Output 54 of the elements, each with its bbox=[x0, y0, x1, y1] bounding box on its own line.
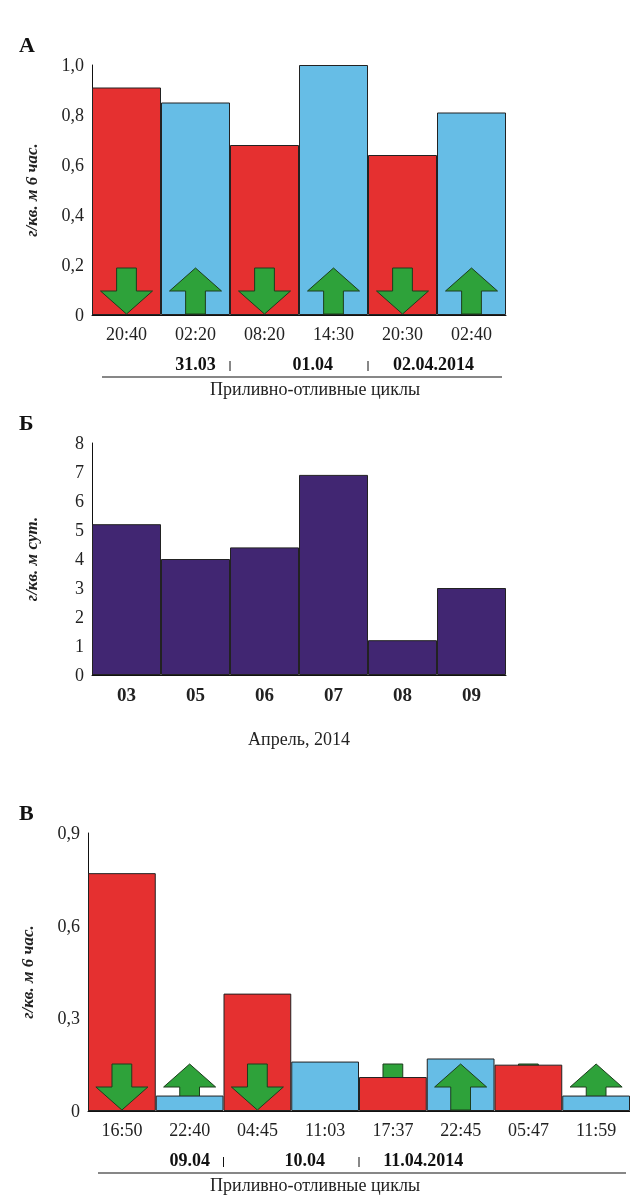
x-tick-label: 11:03 bbox=[304, 1120, 346, 1140]
y-tick-label: 8 bbox=[75, 433, 84, 453]
chart-title: В bbox=[19, 799, 34, 825]
x-tick-label: 20:40 bbox=[105, 324, 148, 344]
y-tick-label: 0 bbox=[75, 665, 84, 685]
y-tick-label: 5 bbox=[75, 520, 84, 540]
text: 11.04.2014 bbox=[383, 1150, 464, 1170]
y-tick-label: 6 bbox=[75, 491, 84, 511]
x-tick-label: 17:37 bbox=[372, 1120, 414, 1140]
text: 01.04 bbox=[292, 354, 334, 374]
x-tick-label: 06 bbox=[255, 684, 274, 705]
y-tick-label: 2 bbox=[75, 607, 84, 627]
x-tick-label: 03 bbox=[117, 684, 136, 705]
x-axis-title: Приливно-отливные циклы bbox=[210, 1175, 420, 1195]
y-tick-label: 1,0 bbox=[61, 55, 84, 75]
y-axis-title: г/кв. м сут. bbox=[22, 516, 41, 602]
x-tick-label: 09 bbox=[462, 684, 481, 705]
y-tick-label: 0,2 bbox=[61, 255, 84, 275]
x-tick-label: 02:20 bbox=[174, 324, 217, 344]
x-tick-label: 04:45 bbox=[236, 1120, 278, 1140]
y-tick-label: 0,3 bbox=[57, 1008, 80, 1029]
x-axis-title: Приливно-отливные циклы bbox=[210, 379, 420, 399]
y-tick-label: 0,8 bbox=[61, 105, 84, 125]
text: 02.04.2014 bbox=[393, 354, 475, 374]
text: 31.03 bbox=[175, 354, 216, 374]
x-tick-label: 05 bbox=[186, 684, 205, 705]
y-tick-label: 0 bbox=[71, 1101, 80, 1121]
y-tick-label: 0,6 bbox=[61, 155, 84, 175]
chart-title: А bbox=[19, 31, 35, 57]
y-tick-label: 4 bbox=[75, 549, 84, 569]
x-tick-label: 02:40 bbox=[450, 324, 493, 344]
x-tick-label: 22:45 bbox=[440, 1120, 482, 1140]
y-axis-title: г/кв. м 6 час. bbox=[22, 143, 41, 237]
y-tick-label: 7 bbox=[75, 462, 84, 482]
y-tick-label: 3 bbox=[75, 578, 84, 598]
x-tick-label: 20:30 bbox=[381, 324, 424, 344]
y-tick-label: 1 bbox=[75, 636, 84, 656]
x-tick-label: 22:40 bbox=[169, 1120, 211, 1140]
y-axis-title: г/кв. м 6 час. bbox=[18, 925, 37, 1019]
y-tick-label: 0,6 bbox=[57, 915, 80, 936]
x-tick-label: 07 bbox=[324, 684, 344, 705]
y-tick-label: 0 bbox=[75, 305, 84, 325]
x-axis-title: Апрель, 2014 bbox=[248, 729, 350, 749]
text: 10.04 bbox=[284, 1150, 326, 1170]
x-tick-label: 16:50 bbox=[101, 1120, 143, 1140]
y-tick-label: 0,4 bbox=[61, 205, 84, 225]
x-tick-label: 08:20 bbox=[243, 324, 286, 344]
x-tick-label: 14:30 bbox=[312, 324, 355, 344]
chart-title: Б bbox=[19, 409, 34, 435]
x-tick-label: 08 bbox=[393, 684, 412, 705]
x-tick-label: 05:47 bbox=[507, 1120, 549, 1140]
y-tick-label: 0,9 bbox=[57, 823, 80, 843]
text: 09.04 bbox=[169, 1150, 210, 1170]
x-tick-label: 11:59 bbox=[575, 1120, 617, 1140]
